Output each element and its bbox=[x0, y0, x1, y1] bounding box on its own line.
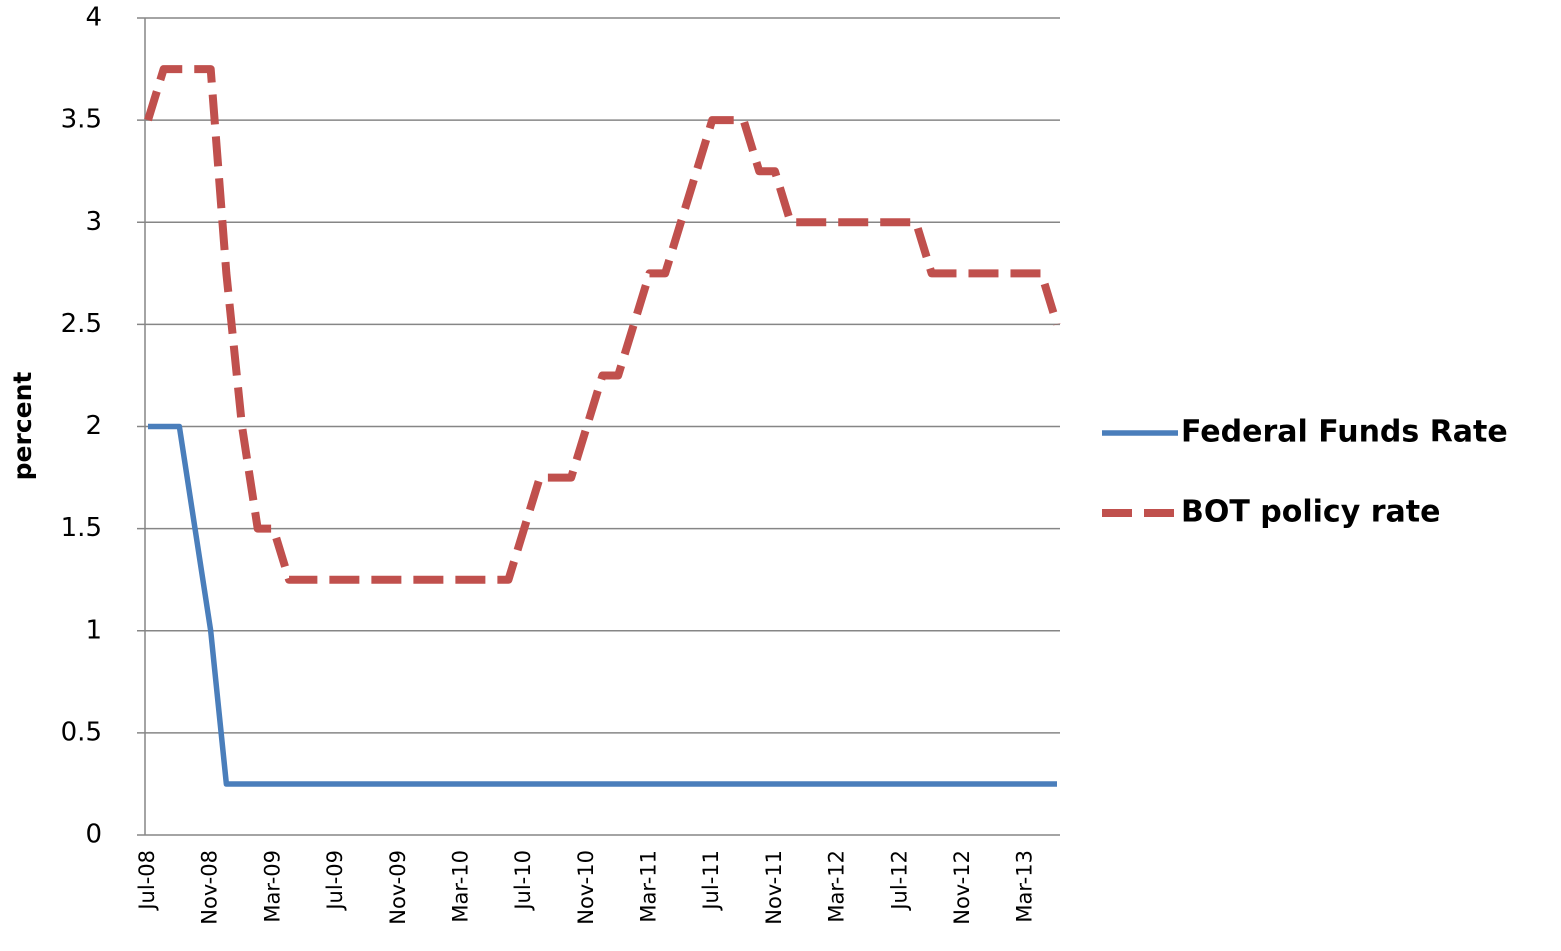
y-tick-label: 0 bbox=[85, 820, 102, 850]
series-line bbox=[148, 423, 1057, 787]
x-tick-label: Nov-08 bbox=[198, 850, 222, 925]
y-axis-title: percent bbox=[8, 372, 37, 481]
x-tick-label: Jul-09 bbox=[323, 850, 347, 912]
x-tick-label: Mar-09 bbox=[260, 850, 284, 923]
x-tick-label: Nov-10 bbox=[574, 850, 598, 925]
x-tick-label: Mar-13 bbox=[1013, 850, 1037, 923]
x-tick-label: Nov-12 bbox=[950, 850, 974, 925]
x-tick-label: Nov-09 bbox=[386, 850, 410, 925]
y-tick-label: 4 bbox=[85, 3, 102, 33]
y-tick-label: 2 bbox=[85, 411, 102, 441]
x-tick-label: Jul-10 bbox=[511, 850, 535, 912]
x-tick-label: Jul-08 bbox=[135, 850, 159, 912]
y-tick-label: 2.5 bbox=[61, 309, 102, 339]
y-tick-label: 3 bbox=[85, 207, 102, 237]
legend-label: BOT policy rate bbox=[1181, 495, 1440, 530]
x-tick-label: Nov-11 bbox=[762, 850, 786, 925]
x-tick-label: Mar-12 bbox=[825, 850, 849, 923]
x-tick-label: Jul-11 bbox=[699, 850, 723, 912]
x-tick-label: Mar-10 bbox=[448, 850, 472, 923]
y-tick-label: 1 bbox=[85, 615, 102, 645]
x-tick-label: Mar-11 bbox=[637, 850, 661, 923]
series-line bbox=[144, 65, 1061, 584]
legend-label: Federal Funds Rate bbox=[1181, 415, 1508, 450]
x-tick-label: Jul-12 bbox=[887, 850, 911, 912]
y-tick-label: 1.5 bbox=[61, 513, 102, 543]
y-tick-label: 3.5 bbox=[61, 105, 102, 135]
y-tick-label: 0.5 bbox=[61, 717, 102, 747]
